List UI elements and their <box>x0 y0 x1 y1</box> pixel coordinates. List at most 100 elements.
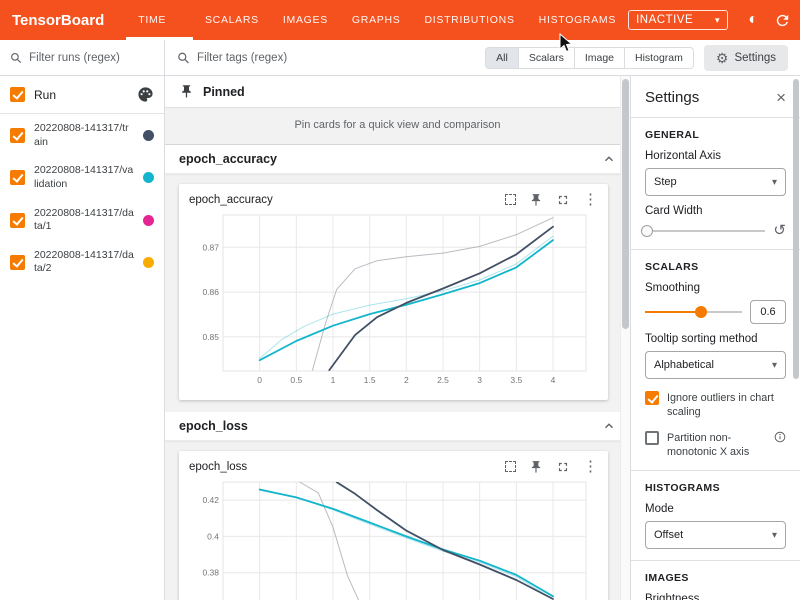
run-color-dot[interactable] <box>143 172 154 183</box>
app-logo[interactable]: TensorBoard <box>12 12 104 29</box>
run-row-data2[interactable]: 20220808-141317/data/2 <box>0 241 164 283</box>
section-header-epoch-accuracy[interactable]: epoch_accuracy <box>165 145 630 174</box>
run-checkbox[interactable] <box>10 213 25 228</box>
main-content: Pinned Pin cards for a quick view and co… <box>165 76 630 600</box>
run-row-train[interactable]: 20220808-141317/train <box>0 114 164 156</box>
tab-graphs[interactable]: GRAPHS <box>340 0 413 40</box>
run-name: 20220808-141317/validation <box>34 164 134 191</box>
histogram-mode-select[interactable]: Offset ▾ <box>645 521 786 549</box>
more-options-icon[interactable]: ⋮ <box>583 192 598 207</box>
ignore-outliers-row[interactable]: Ignore outliers in chart scaling <box>645 391 786 419</box>
line-chart-epoch-accuracy[interactable]: 00.511.522.533.540.850.860.87 <box>189 209 598 394</box>
gear-icon: ⚙ <box>716 51 729 65</box>
line-chart-epoch-loss[interactable]: 00.511.522.533.540.360.380.40.42 <box>189 476 598 600</box>
pinned-hint: Pin cards for a quick view and compariso… <box>165 108 630 145</box>
settings-scrollbar-thumb[interactable] <box>793 79 799 379</box>
reset-icon[interactable]: ↺ <box>773 223 786 238</box>
images-heading: IMAGES <box>645 572 786 584</box>
chevron-up-icon[interactable] <box>602 419 616 433</box>
pinned-label: Pinned <box>203 85 245 99</box>
chip-image[interactable]: Image <box>574 47 625 69</box>
search-icon <box>10 51 22 65</box>
app-header: TensorBoard TIME SERIES SCALARS IMAGES G… <box>0 0 800 40</box>
partition-x-axis-checkbox[interactable] <box>645 431 659 445</box>
ignore-outliers-checkbox[interactable] <box>645 391 659 405</box>
divider <box>631 117 800 118</box>
card-actions: ⋮ <box>505 192 598 207</box>
card-width-slider[interactable] <box>645 224 765 238</box>
info-icon[interactable] <box>774 431 786 443</box>
smoothing-slider[interactable] <box>645 305 742 319</box>
tooltip-sorting-select[interactable]: Alphabetical ▾ <box>645 351 786 379</box>
scalar-card-epoch-accuracy: epoch_accuracy ⋮ 00.511.522.533.540.850.… <box>179 184 608 400</box>
filter-tags-cell <box>165 51 485 65</box>
run-color-dot[interactable] <box>143 130 154 141</box>
run-row-validation[interactable]: 20220808-141317/validation <box>0 156 164 198</box>
fullscreen-icon[interactable] <box>556 193 570 207</box>
tag-filter-chips: All Scalars Image Histogram <box>485 47 694 69</box>
tab-distributions[interactable]: DISTRIBUTIONS <box>412 0 526 40</box>
tab-scalars[interactable]: SCALARS <box>193 0 271 40</box>
more-options-icon[interactable]: ⋮ <box>583 459 598 474</box>
slider-thumb[interactable] <box>641 225 653 237</box>
close-icon[interactable]: × <box>776 89 786 106</box>
pin-card-icon[interactable] <box>529 460 543 474</box>
settings-scrollbar[interactable] <box>793 76 800 600</box>
run-name: 20220808-141317/data/2 <box>34 249 134 276</box>
chip-all[interactable]: All <box>485 47 519 69</box>
tab-histograms[interactable]: HISTOGRAMS <box>527 0 628 40</box>
runs-sidebar: Run 20220808-141317/train 20220808-14131… <box>0 76 165 600</box>
filter-tags-input[interactable] <box>197 52 473 64</box>
tab-images[interactable]: IMAGES <box>271 0 340 40</box>
pin-card-icon[interactable] <box>529 193 543 207</box>
svg-text:0: 0 <box>257 375 262 385</box>
filter-runs-input[interactable] <box>29 52 154 64</box>
run-name: 20220808-141317/data/1 <box>34 207 134 234</box>
chevron-up-icon[interactable] <box>602 152 616 166</box>
section-title: epoch_loss <box>179 419 248 433</box>
header-actions: INACTIVE ▾ ◐ ⚙ ? <box>628 8 800 32</box>
refresh-icon[interactable] <box>770 8 794 32</box>
toggle-all-runs-checkbox[interactable] <box>10 87 25 102</box>
scalars-heading: SCALARS <box>645 261 786 273</box>
smoothing-value-input[interactable] <box>750 300 786 324</box>
svg-text:1.5: 1.5 <box>364 375 376 385</box>
divider <box>631 249 800 250</box>
run-color-dot[interactable] <box>143 257 154 268</box>
run-name: 20220808-141317/train <box>34 122 134 149</box>
main-scrollbar[interactable] <box>620 76 630 600</box>
status-dropdown[interactable]: INACTIVE ▾ <box>628 10 728 30</box>
chip-scalars[interactable]: Scalars <box>518 47 575 69</box>
pinned-bar: Pinned <box>165 76 630 108</box>
slider-thumb[interactable] <box>695 306 707 318</box>
svg-text:3: 3 <box>477 375 482 385</box>
card-wrapper: epoch_accuracy ⋮ 00.511.522.533.540.850.… <box>165 174 630 412</box>
main-scrollbar-thumb[interactable] <box>622 79 629 329</box>
run-checkbox[interactable] <box>10 255 25 270</box>
tab-time-series[interactable]: TIME SERIES <box>126 0 193 40</box>
chevron-down-icon: ▾ <box>772 360 777 371</box>
tooltip-sorting-label: Tooltip sorting method <box>645 333 786 345</box>
palette-icon[interactable] <box>137 86 154 103</box>
svg-text:1: 1 <box>331 375 336 385</box>
theme-toggle-icon[interactable]: ◐ <box>741 8 765 32</box>
card-wrapper: epoch_loss ⋮ 00.511.522.533.540.360.380.… <box>165 441 630 600</box>
run-checkbox[interactable] <box>10 170 25 185</box>
run-color-dot[interactable] <box>143 215 154 226</box>
fit-data-icon[interactable] <box>505 461 516 472</box>
svg-text:0.5: 0.5 <box>290 375 302 385</box>
partition-x-axis-row[interactable]: Partition non-monotonic X axis <box>645 431 786 459</box>
divider <box>631 560 800 561</box>
horizontal-axis-select[interactable]: Step ▾ <box>645 168 786 196</box>
run-checkbox[interactable] <box>10 128 25 143</box>
settings-button[interactable]: ⚙ Settings <box>704 45 788 71</box>
card-width-label: Card Width <box>645 205 786 217</box>
section-header-epoch-loss[interactable]: epoch_loss <box>165 412 630 441</box>
fullscreen-icon[interactable] <box>556 460 570 474</box>
settings-title: Settings <box>645 89 699 106</box>
chip-histogram[interactable]: Histogram <box>624 47 694 69</box>
run-row-data1[interactable]: 20220808-141317/data/1 <box>0 199 164 241</box>
fit-data-icon[interactable] <box>505 194 516 205</box>
svg-text:0.85: 0.85 <box>202 332 219 342</box>
scalar-card-epoch-loss: epoch_loss ⋮ 00.511.522.533.540.360.380.… <box>179 451 608 600</box>
